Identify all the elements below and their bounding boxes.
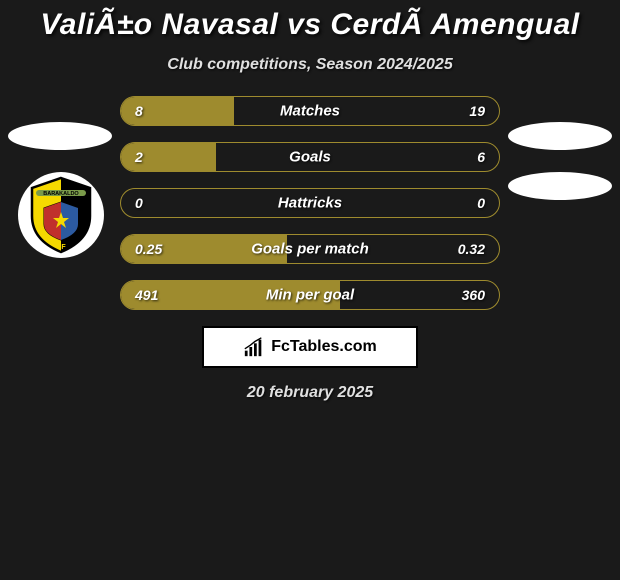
stat-left-value: 0 bbox=[135, 195, 143, 211]
stat-row: 8 Matches 19 bbox=[120, 96, 500, 126]
stat-row: 491 Min per goal 360 bbox=[120, 280, 500, 310]
shield-icon: BARAKALDO CF bbox=[26, 176, 96, 254]
stat-right-value: 0.32 bbox=[458, 241, 485, 257]
brand-box[interactable]: FcTables.com bbox=[202, 326, 418, 368]
date-text: 20 february 2025 bbox=[0, 384, 620, 402]
stat-row: 0.25 Goals per match 0.32 bbox=[120, 234, 500, 264]
player-badge-right-2 bbox=[508, 172, 612, 200]
page-title: ValiÃ±o Navasal vs CerdÃ Amengual bbox=[0, 8, 620, 42]
comparison-card: ValiÃ±o Navasal vs CerdÃ Amengual Club c… bbox=[0, 0, 620, 402]
svg-text:BARAKALDO: BARAKALDO bbox=[43, 191, 79, 197]
stat-right-value: 6 bbox=[477, 149, 485, 165]
stat-left-value: 491 bbox=[135, 287, 158, 303]
left-badges: BARAKALDO CF bbox=[8, 122, 112, 258]
stat-left-value: 0.25 bbox=[135, 241, 162, 257]
brand-text: FcTables.com bbox=[271, 338, 377, 356]
stats-list: 8 Matches 19 2 Goals 6 0 Hattricks 0 0.2… bbox=[120, 96, 500, 310]
stat-left-value: 8 bbox=[135, 103, 143, 119]
stat-right-value: 360 bbox=[462, 287, 485, 303]
stat-label: Hattricks bbox=[278, 195, 342, 212]
stat-left-value: 2 bbox=[135, 149, 143, 165]
stat-right-value: 19 bbox=[469, 103, 485, 119]
stat-label: Goals per match bbox=[251, 241, 369, 258]
stat-label: Goals bbox=[289, 149, 331, 166]
subtitle: Club competitions, Season 2024/2025 bbox=[0, 56, 620, 74]
player-badge-left bbox=[8, 122, 112, 150]
chart-icon bbox=[243, 336, 265, 358]
player-badge-right-1 bbox=[508, 122, 612, 150]
club-badge-left: BARAKALDO CF bbox=[18, 172, 104, 258]
svg-text:CF: CF bbox=[56, 244, 66, 251]
stat-right-value: 0 bbox=[477, 195, 485, 211]
stat-label: Min per goal bbox=[266, 287, 354, 304]
stat-row: 2 Goals 6 bbox=[120, 142, 500, 172]
stat-label: Matches bbox=[280, 103, 340, 120]
stat-row: 0 Hattricks 0 bbox=[120, 188, 500, 218]
right-badges bbox=[508, 122, 612, 222]
